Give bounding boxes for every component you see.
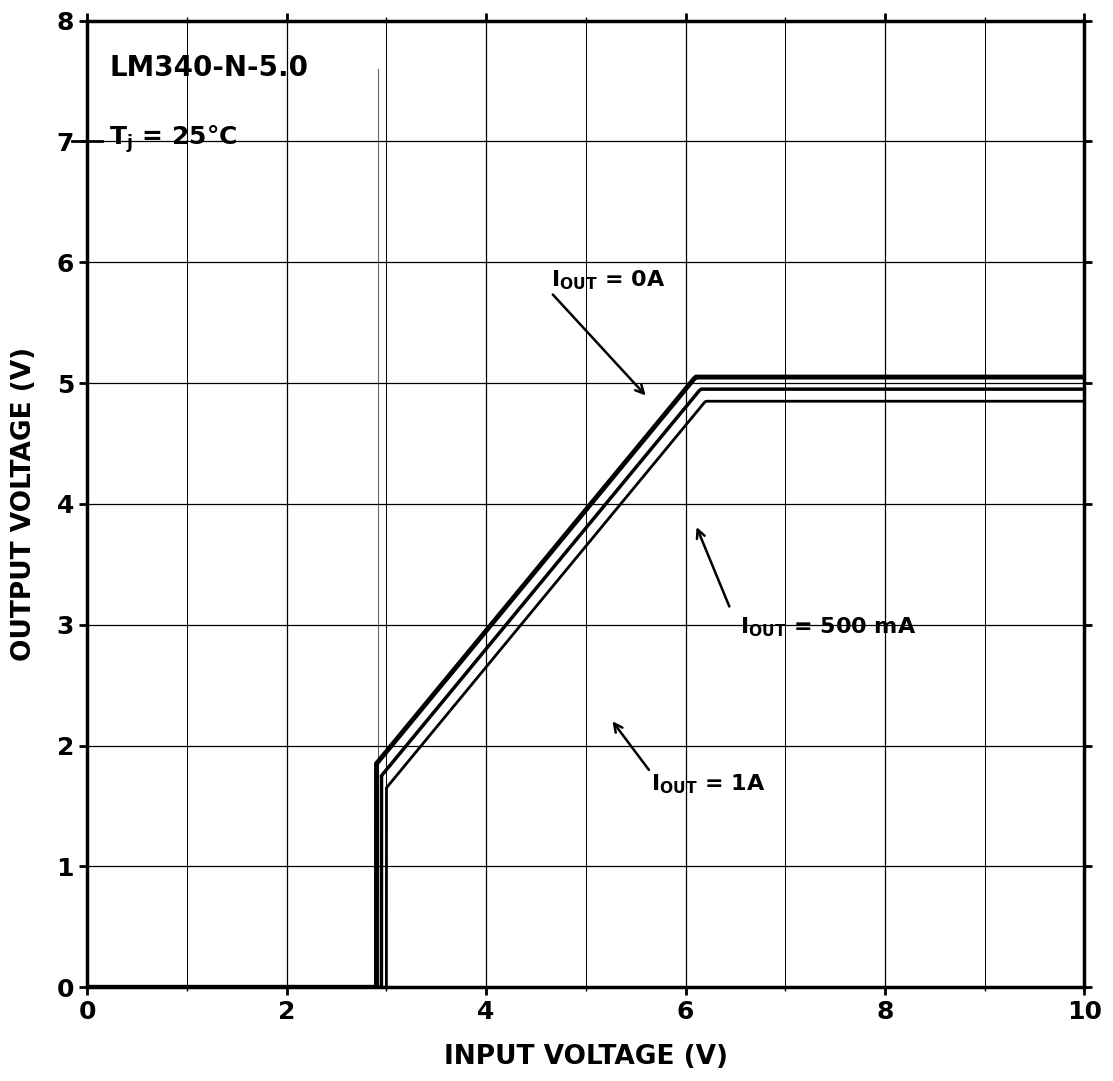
Text: $\mathbf{T_j}$ = 25°C: $\mathbf{T_j}$ = 25°C: [109, 123, 237, 155]
Y-axis label: OUTPUT VOLTAGE (V): OUTPUT VOLTAGE (V): [11, 347, 37, 660]
Text: $\mathbf{I_{OUT}}$ = 1A: $\mathbf{I_{OUT}}$ = 1A: [651, 772, 765, 796]
Text: LM340-N-5.0: LM340-N-5.0: [109, 54, 308, 82]
Text: $\mathbf{I_{OUT}}$ = 0A: $\mathbf{I_{OUT}}$ = 0A: [551, 269, 666, 293]
X-axis label: INPUT VOLTAGE (V): INPUT VOLTAGE (V): [444, 1044, 728, 1070]
Text: $\mathbf{I_{OUT}}$ = 500 mA: $\mathbf{I_{OUT}}$ = 500 mA: [740, 615, 917, 639]
